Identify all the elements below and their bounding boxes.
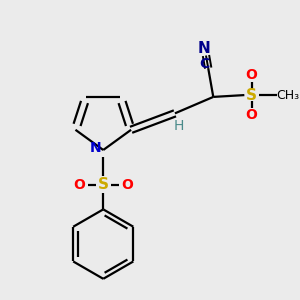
Text: N: N (198, 41, 211, 56)
Text: H: H (173, 119, 184, 133)
Text: S: S (98, 177, 109, 192)
Text: N: N (90, 141, 102, 155)
Text: S: S (246, 88, 257, 103)
Text: O: O (246, 108, 258, 122)
Text: O: O (246, 68, 258, 82)
Text: O: O (121, 178, 133, 192)
Text: C: C (200, 57, 210, 70)
Text: CH₃: CH₃ (277, 88, 300, 102)
Text: O: O (74, 178, 86, 192)
